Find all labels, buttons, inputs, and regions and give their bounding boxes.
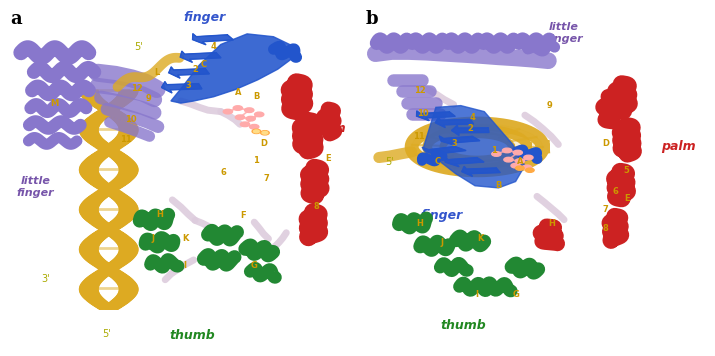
Text: 2: 2 [192,65,198,74]
Text: 10: 10 [125,115,137,124]
Circle shape [233,106,242,110]
Text: 3: 3 [186,81,192,90]
Polygon shape [169,67,209,78]
Text: 3: 3 [451,139,457,148]
Circle shape [511,163,521,168]
Text: I: I [475,290,478,299]
Circle shape [492,152,501,156]
Text: 4: 4 [470,114,475,122]
Text: 1: 1 [253,156,260,165]
Text: D: D [260,139,267,148]
Circle shape [245,108,254,112]
Text: G: G [251,261,257,270]
Circle shape [524,155,533,160]
Text: L: L [154,68,159,77]
Text: 10: 10 [418,109,429,118]
Text: M: M [51,99,59,108]
Text: 7: 7 [263,174,270,183]
Text: 6: 6 [221,168,227,177]
Text: finger: finger [183,11,225,24]
Polygon shape [422,146,466,156]
Polygon shape [423,106,525,188]
Circle shape [261,131,269,135]
Circle shape [523,165,532,170]
Text: C: C [201,60,207,69]
Text: J: J [440,238,443,247]
Text: 5': 5' [134,42,142,52]
Text: 11: 11 [413,132,425,141]
Text: b: b [366,10,379,28]
Circle shape [250,125,259,129]
Circle shape [504,157,513,162]
Polygon shape [444,157,484,167]
Circle shape [240,122,250,127]
Polygon shape [439,136,480,146]
Polygon shape [162,82,202,93]
Text: 1: 1 [491,146,497,155]
Text: 8: 8 [603,224,608,233]
Polygon shape [171,34,297,103]
Text: H: H [156,210,163,219]
Text: thumb: thumb [440,319,485,332]
Text: E: E [325,154,330,163]
Text: H: H [548,219,555,228]
Polygon shape [192,34,234,45]
Text: 9: 9 [146,94,152,103]
Circle shape [516,159,525,163]
Text: little
finger: little finger [546,22,583,44]
Text: 7: 7 [603,205,608,214]
Text: finger: finger [420,209,463,221]
Circle shape [526,168,534,172]
Circle shape [513,150,523,155]
Text: 9: 9 [547,101,553,110]
Text: E: E [624,194,629,203]
Text: 11: 11 [120,135,132,143]
Text: A: A [517,157,523,166]
Circle shape [252,129,261,134]
Text: H: H [417,219,423,228]
Text: 6: 6 [612,187,618,196]
Polygon shape [452,125,489,135]
Text: A: A [235,88,241,97]
Circle shape [223,109,232,114]
Text: G: G [512,290,519,299]
Text: 5': 5' [385,157,394,167]
Text: K: K [477,234,483,242]
Circle shape [235,115,245,120]
Text: B: B [253,91,260,100]
Text: 5: 5 [623,166,630,175]
Text: D: D [602,139,609,148]
Text: a: a [10,10,21,28]
Text: B: B [495,180,502,189]
Polygon shape [412,124,543,170]
Circle shape [254,130,260,133]
Text: 5': 5' [102,329,111,339]
Text: J: J [152,234,154,242]
Circle shape [516,166,524,170]
Text: 8: 8 [313,203,319,211]
Polygon shape [417,111,455,121]
Text: I: I [184,261,187,270]
Text: K: K [182,234,188,242]
Text: C: C [434,157,440,166]
Text: 3': 3' [41,274,50,284]
Text: palm: palm [311,122,346,135]
Text: 12: 12 [131,84,142,94]
Text: 2: 2 [467,124,473,133]
Text: palm: palm [661,140,695,153]
Polygon shape [435,117,473,127]
Circle shape [246,116,255,121]
Polygon shape [462,166,500,176]
Text: little
finger: little finger [16,176,54,198]
Circle shape [255,112,264,117]
Text: thumb: thumb [169,329,215,342]
Circle shape [503,148,512,153]
Text: F: F [241,211,247,220]
Text: 4: 4 [211,42,217,51]
Circle shape [262,131,267,134]
Text: 12: 12 [414,86,426,95]
Polygon shape [180,51,221,62]
